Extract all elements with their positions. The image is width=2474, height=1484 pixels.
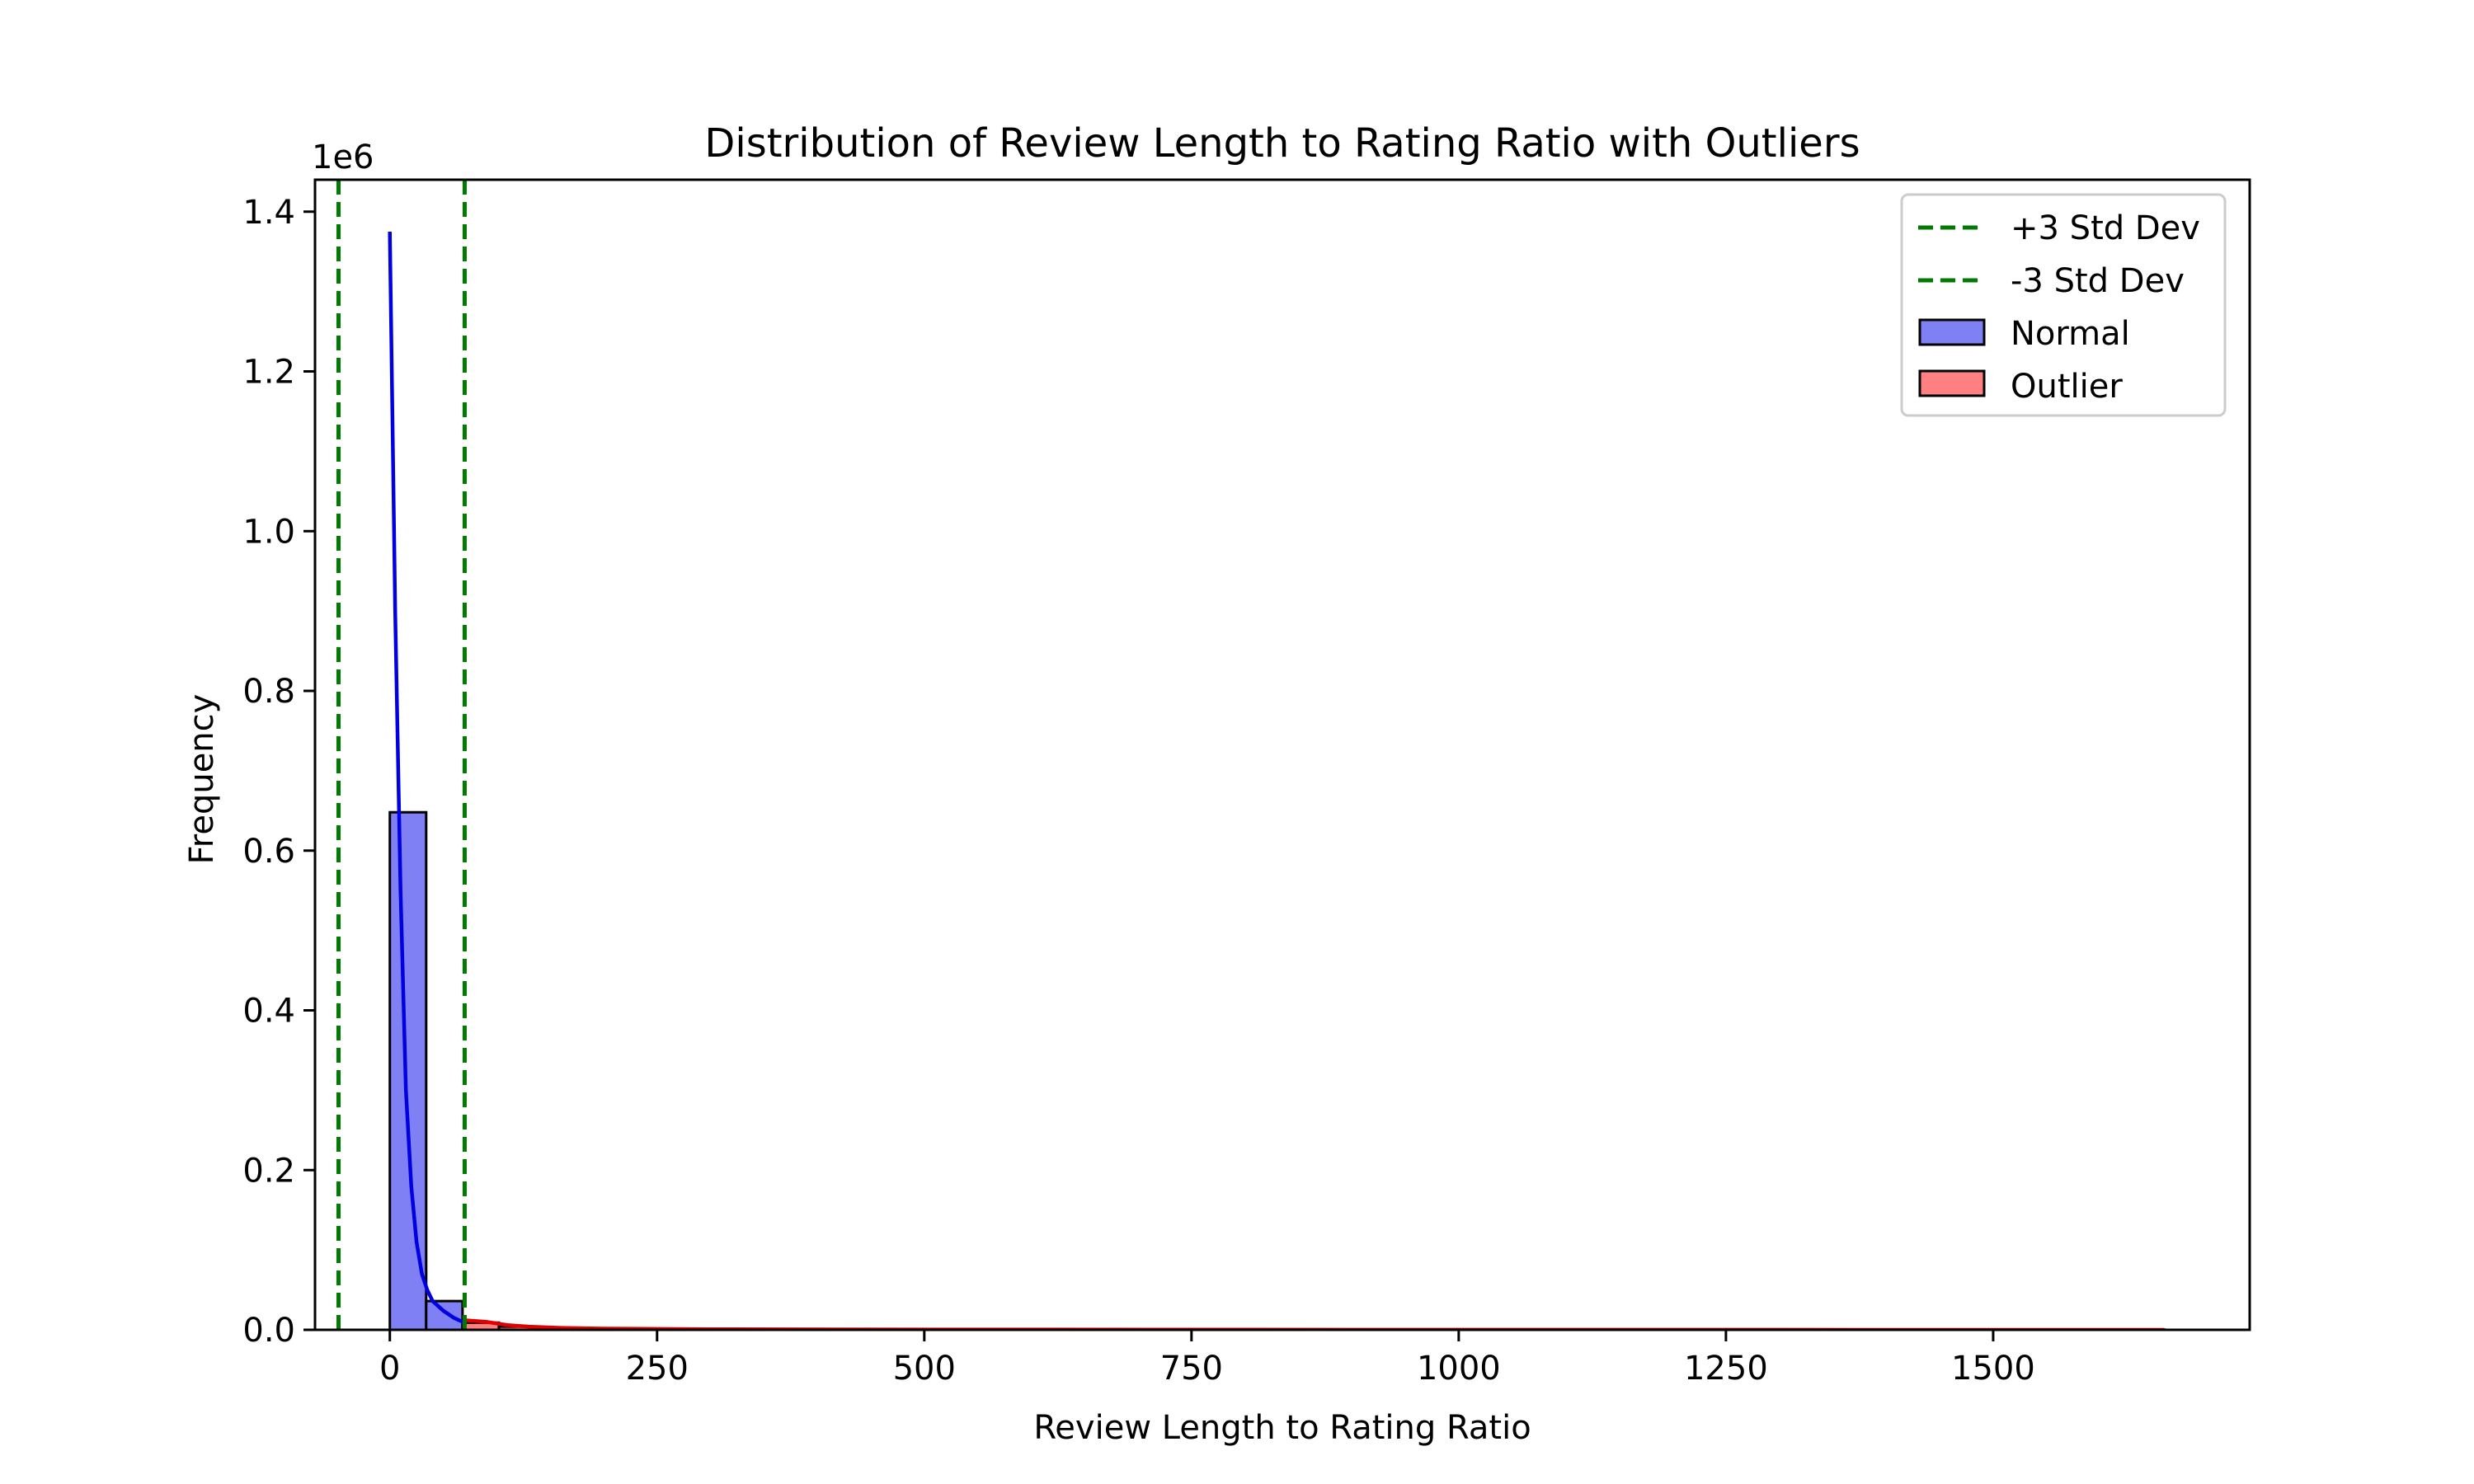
y-axis-ticks: 0.0 0.2 0.4 0.6 0.8 1.0 1.2 1.4 (242, 194, 315, 1350)
legend-box (1900, 193, 2227, 417)
x-axis-ticks: 0 250 500 750 1000 1250 1500 (379, 1330, 2035, 1388)
y-tick-label-4: 0.8 (242, 673, 295, 711)
y-tick-label-3: 0.6 (242, 833, 295, 871)
x-tick-label-1: 250 (626, 1350, 689, 1388)
y-tick-label-6: 1.2 (242, 354, 295, 392)
legend-normal-swatch (1918, 318, 1986, 346)
axes-frame (313, 178, 2251, 1331)
y-tick-label-1: 0.2 (242, 1152, 295, 1190)
legend-label-minus3: -3 Std Dev (2011, 262, 2185, 300)
legend-label-plus3: +3 Std Dev (2011, 209, 2200, 247)
legend-outlier-swatch (1918, 369, 1986, 397)
y-axis-label: Frequency (183, 694, 221, 865)
y-tick-label-7: 1.4 (242, 194, 295, 232)
y-multiplier-label: 1e6 (312, 139, 374, 176)
x-tick-label-6: 1500 (1951, 1350, 2035, 1388)
legend-label-outlier: Outlier (2011, 368, 2123, 406)
normal-kde-line (388, 231, 468, 1326)
normal-bar-1 (425, 1299, 464, 1330)
x-tick-label-0: 0 (379, 1350, 400, 1388)
chart-title: Distribution of Review Length to Rating … (704, 120, 1860, 167)
y-tick-label-0: 0.0 (242, 1312, 295, 1350)
legend-label-normal: Normal (2011, 315, 2130, 353)
x-axis-label: Review Length to Rating Ratio (1033, 1409, 1531, 1447)
x-tick-label-5: 1250 (1684, 1350, 1768, 1388)
legend: +3 Std Dev -3 Std Dev Normal Outlier (1900, 193, 2227, 417)
y-tick-label-2: 0.4 (242, 993, 295, 1031)
x-tick-label-2: 500 (893, 1350, 956, 1388)
x-tick-label-4: 1000 (1417, 1350, 1501, 1388)
normal-bar-0 (388, 810, 428, 1330)
y-tick-label-5: 1.0 (242, 513, 295, 551)
x-tick-label-3: 750 (1160, 1350, 1223, 1388)
